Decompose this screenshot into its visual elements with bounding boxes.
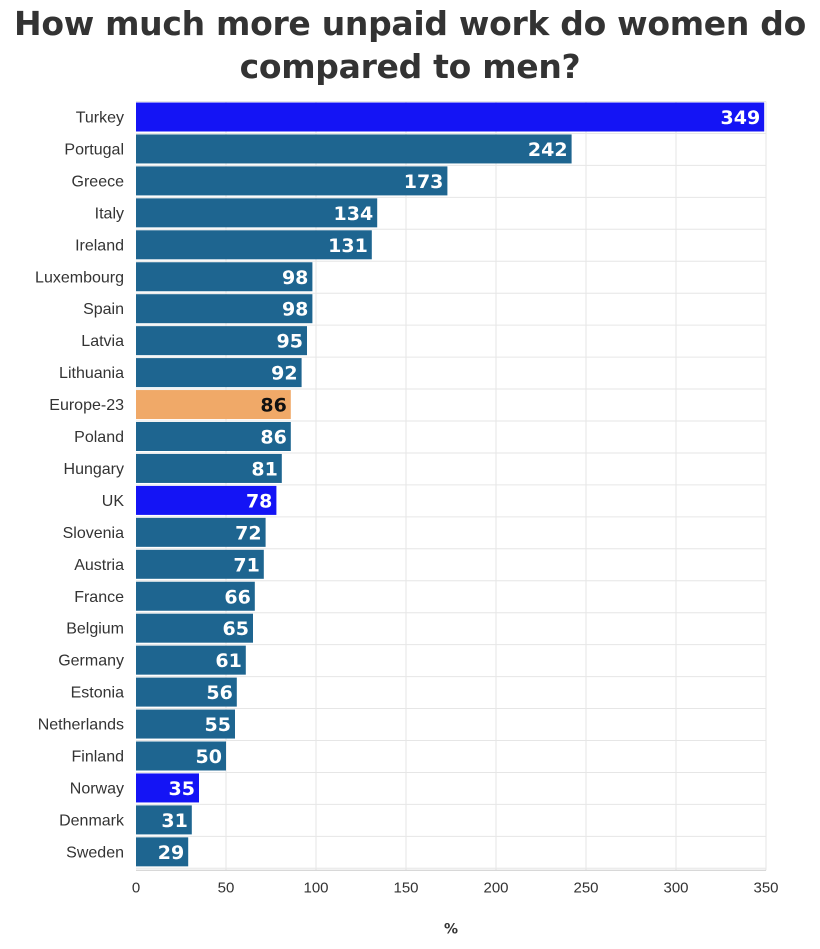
bar — [136, 166, 448, 196]
value-label: 242 — [528, 139, 568, 161]
grid-lines — [136, 101, 767, 871]
value-label: 95 — [277, 331, 303, 353]
x-axis-title: % — [444, 921, 458, 937]
category-label: Estonia — [71, 685, 124, 702]
chart-title: How much more unpaid work do women do co… — [14, 4, 806, 86]
value-label: 61 — [215, 650, 241, 672]
value-label: 29 — [158, 842, 184, 864]
category-label: Portugal — [64, 141, 124, 158]
bar — [136, 517, 266, 547]
bar — [136, 645, 246, 675]
category-label: Ireland — [75, 237, 124, 254]
bar — [136, 549, 264, 579]
value-labels: 349 242 173 134 131 98 98 95 92 86 86 81 78 72 71 66 65 6… — [158, 107, 760, 864]
category-label: Austria — [74, 557, 124, 574]
tick-label: 100 — [303, 879, 328, 896]
value-label: 173 — [404, 171, 444, 193]
value-label: 98 — [282, 267, 308, 289]
value-label: 56 — [206, 682, 232, 704]
category-label: Hungary — [64, 461, 124, 478]
bar — [136, 613, 253, 643]
bar — [136, 485, 277, 515]
value-label: 35 — [169, 778, 195, 800]
value-label: 78 — [246, 490, 272, 512]
category-label: Italy — [95, 205, 124, 222]
category-label: UK — [102, 493, 125, 510]
bar — [136, 422, 291, 451]
bar — [136, 102, 765, 132]
category-label: Germany — [58, 653, 124, 670]
x-axis: 0 50 100 150 200 250 300 350 — [132, 869, 779, 896]
category-label: Lithuania — [59, 365, 124, 382]
bar — [136, 805, 192, 835]
bar — [136, 326, 307, 356]
bar — [136, 837, 189, 867]
category-label: Belgium — [66, 621, 124, 638]
category-label: Sweden — [66, 844, 124, 861]
category-label: Finland — [72, 749, 124, 766]
category-label: Luxembourg — [35, 269, 124, 286]
value-label: 71 — [233, 554, 259, 576]
bar — [136, 709, 235, 739]
category-labels: Turkey Portugal Greece Italy Ireland Luxembou… — [35, 110, 125, 862]
bar — [136, 741, 226, 771]
category-label: Netherlands — [38, 717, 124, 734]
category-label: Denmark — [59, 812, 125, 829]
tick-label: 350 — [753, 879, 778, 896]
tick-label: 250 — [573, 879, 598, 896]
category-label: Poland — [74, 429, 124, 446]
value-label: 98 — [282, 299, 308, 321]
tick-label: 300 — [663, 879, 688, 896]
bar — [136, 134, 572, 164]
bar — [136, 294, 313, 324]
value-label: 81 — [251, 458, 277, 480]
value-label: 131 — [328, 235, 368, 257]
value-label: 86 — [260, 395, 286, 417]
bar — [136, 390, 291, 420]
bar — [136, 262, 313, 292]
value-label: 92 — [271, 363, 297, 385]
value-label: 31 — [161, 810, 187, 832]
category-label: Greece — [72, 173, 125, 190]
category-label: Norway — [70, 780, 124, 797]
value-label: 72 — [235, 522, 261, 544]
value-label: 349 — [721, 107, 761, 129]
category-label: France — [74, 589, 124, 606]
bar — [136, 677, 237, 707]
category-label: Spain — [83, 301, 124, 318]
category-label: Latvia — [81, 333, 124, 350]
bar — [136, 198, 378, 228]
bar — [136, 358, 302, 388]
bar — [136, 230, 372, 260]
bar — [136, 581, 255, 611]
bar — [136, 453, 282, 483]
tick-label: 0 — [132, 879, 140, 896]
tick-label: 150 — [393, 879, 418, 896]
category-label: Europe-23 — [49, 397, 124, 414]
value-label: 55 — [205, 714, 231, 736]
bar — [136, 773, 199, 803]
tick-label: 50 — [218, 879, 235, 896]
bars — [136, 102, 765, 867]
value-label: 50 — [196, 746, 222, 768]
value-label: 66 — [224, 586, 250, 608]
value-label: 86 — [260, 427, 286, 449]
category-label: Turkey — [76, 110, 124, 127]
tick-label: 200 — [483, 879, 508, 896]
value-label: 134 — [334, 203, 374, 225]
category-label: Slovenia — [63, 525, 124, 542]
value-label: 65 — [223, 618, 249, 640]
